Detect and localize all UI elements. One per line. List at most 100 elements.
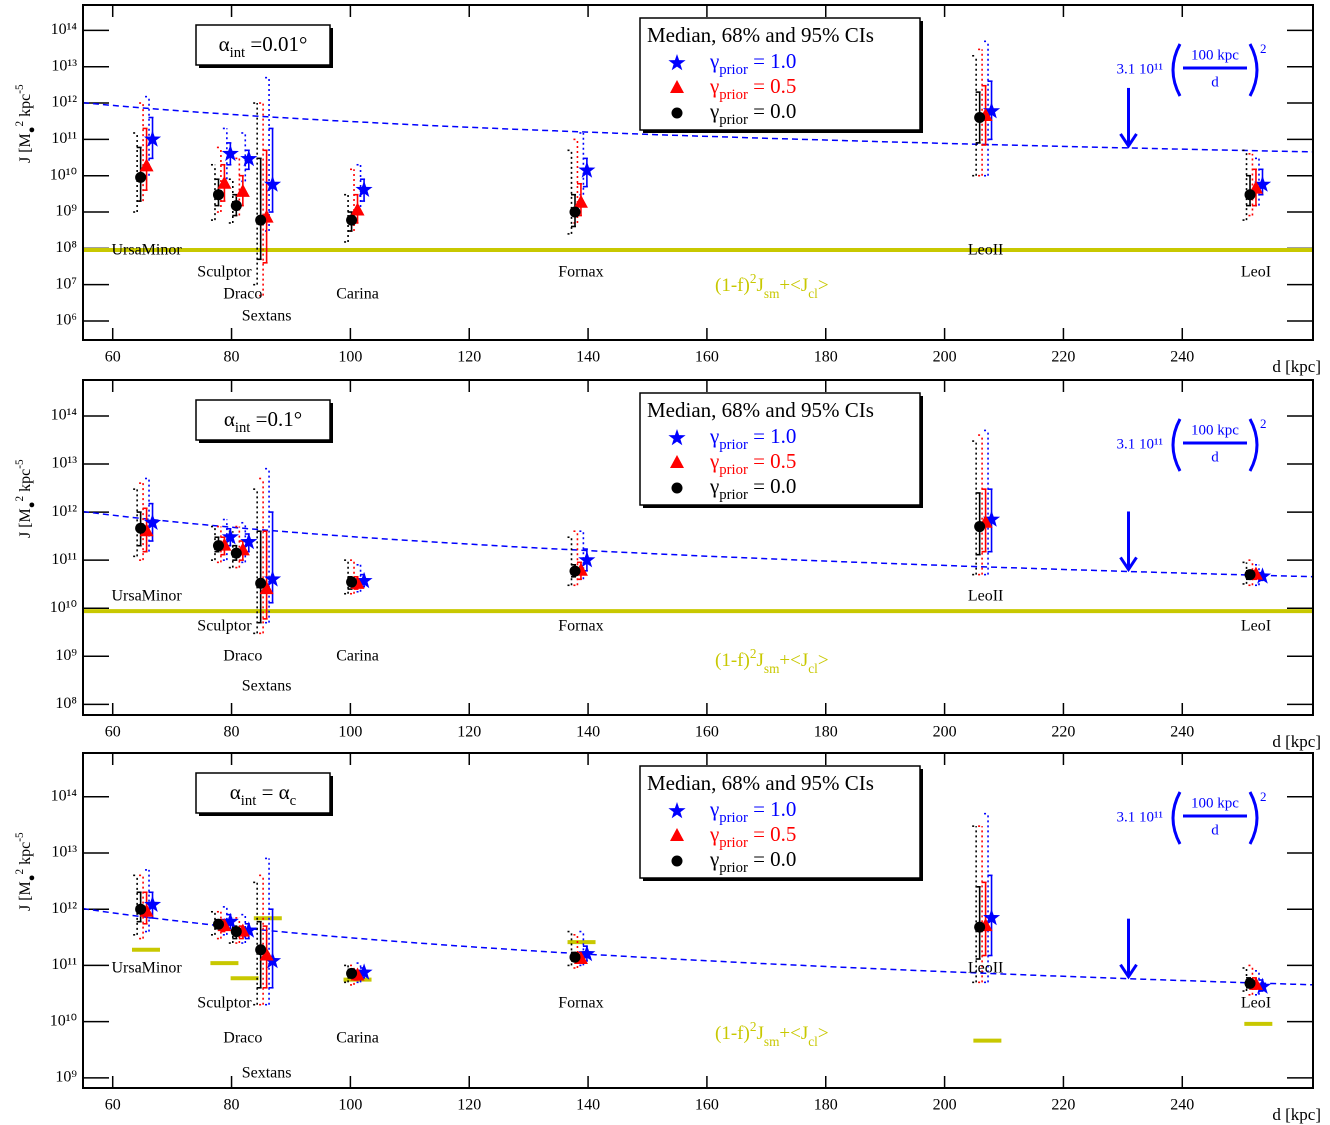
y-tick-label: 10¹⁰ bbox=[50, 166, 77, 183]
x-tick-label: 220 bbox=[1051, 1097, 1075, 1114]
arrow-head bbox=[1119, 556, 1138, 573]
text-part: +<J bbox=[779, 275, 808, 296]
galaxy-label: Draco bbox=[223, 286, 262, 303]
text-part: 2 bbox=[14, 869, 26, 875]
triangle-marker bbox=[139, 158, 154, 172]
x-tick-label: 220 bbox=[1051, 724, 1075, 741]
circle-marker bbox=[255, 577, 267, 589]
text-part: = 0.5 bbox=[748, 449, 797, 473]
text-part: kpc bbox=[17, 94, 34, 121]
galaxy-label: UrsaMinor bbox=[111, 242, 182, 259]
reference-exponent: 2 bbox=[1260, 789, 1267, 804]
text-part: γ bbox=[709, 474, 719, 498]
legend-swatch bbox=[671, 855, 683, 867]
x-tick-label: 80 bbox=[224, 724, 240, 741]
legend-swatch bbox=[670, 455, 684, 468]
star-marker bbox=[1253, 977, 1272, 994]
text-part: kpc bbox=[17, 842, 34, 869]
y-tick-label: 10⁹ bbox=[55, 647, 77, 664]
star-marker bbox=[983, 908, 1001, 926]
galaxy-label: LeoII bbox=[968, 960, 1004, 977]
galaxy-label: Fornax bbox=[558, 995, 603, 1012]
background-label: (1-f)2Jsm+<Jcl> bbox=[715, 271, 829, 301]
circle-marker bbox=[974, 112, 986, 124]
reference-coefficient: 3.1 10¹¹ bbox=[1117, 61, 1164, 77]
paren-right bbox=[1248, 791, 1259, 845]
circle-marker bbox=[1244, 977, 1256, 989]
circle-marker bbox=[1244, 189, 1256, 201]
annotation-box bbox=[195, 399, 331, 441]
star-marker bbox=[983, 102, 1001, 119]
legend-swatch bbox=[670, 828, 684, 841]
y-tick-label: 10¹³ bbox=[51, 455, 77, 472]
text-part: J [M bbox=[17, 133, 34, 163]
text-part: γ bbox=[709, 424, 719, 448]
background-label: (1-f)2Jsm+<Jcl> bbox=[715, 646, 829, 676]
circle-marker bbox=[230, 926, 242, 938]
text-part: J [M bbox=[17, 881, 34, 911]
reference-coefficient: 3.1 10¹¹ bbox=[1117, 436, 1164, 452]
galaxy-label: LeoI bbox=[1241, 618, 1271, 635]
circle-marker bbox=[346, 576, 358, 588]
star-marker bbox=[240, 532, 258, 550]
legend-entry: γprior = 0.5 bbox=[709, 449, 796, 479]
text-part: = α bbox=[256, 780, 289, 804]
text-part: (1-f) bbox=[715, 275, 750, 296]
reference-curve bbox=[82, 101, 1314, 153]
star-marker bbox=[355, 180, 373, 197]
text-part: α bbox=[219, 32, 230, 56]
x-tick-label: 60 bbox=[105, 1097, 121, 1114]
text-part: cl bbox=[808, 286, 818, 301]
annotation: αint =0.01° bbox=[219, 32, 308, 62]
legend-swatch bbox=[668, 802, 686, 819]
galaxy-label: LeoII bbox=[968, 588, 1004, 605]
star-marker bbox=[221, 144, 239, 162]
galaxy-label: Sculptor bbox=[197, 264, 252, 281]
paren-right bbox=[1248, 418, 1259, 472]
text-part: 2 bbox=[14, 121, 26, 127]
circle-marker bbox=[212, 540, 224, 552]
circle-marker bbox=[569, 951, 581, 963]
paren-left bbox=[1171, 791, 1182, 845]
galaxy-label: Sextans bbox=[242, 308, 292, 325]
star-marker bbox=[355, 963, 373, 980]
x-tick-label: 180 bbox=[814, 1097, 838, 1114]
x-tick-label: 80 bbox=[224, 1097, 240, 1114]
y-tick-label: 10⁸ bbox=[55, 239, 77, 256]
arrow-head bbox=[1119, 133, 1138, 149]
text-part: prior bbox=[719, 437, 748, 453]
text-part: γ bbox=[709, 797, 719, 821]
legend-title: Median, 68% and 95% CIs bbox=[647, 771, 874, 795]
circle-marker bbox=[974, 521, 986, 533]
text-part: ● bbox=[26, 874, 38, 881]
text-part: -5 bbox=[14, 459, 26, 469]
y-tick-label: 10⁷ bbox=[55, 275, 77, 292]
galaxy-label: Fornax bbox=[558, 264, 603, 281]
star-marker bbox=[144, 895, 162, 912]
circle-marker bbox=[135, 903, 147, 915]
text-part: ● bbox=[26, 501, 38, 508]
x-tick-label: 160 bbox=[695, 724, 719, 741]
y-tick-label: 10¹² bbox=[51, 94, 77, 111]
text-part: γ bbox=[709, 847, 719, 871]
text-part: =0.1° bbox=[250, 407, 302, 431]
y-axis-label: J [M●2 kpc-5 bbox=[14, 459, 38, 538]
legend-swatch bbox=[670, 80, 684, 93]
text-part: > bbox=[818, 275, 829, 296]
triangle-marker bbox=[235, 183, 250, 197]
plot-frame bbox=[82, 752, 1314, 1089]
galaxy-label: Fornax bbox=[558, 618, 603, 635]
text-part: = 1.0 bbox=[748, 49, 797, 73]
text-part: -5 bbox=[14, 84, 26, 94]
galaxy-label: Carina bbox=[336, 1030, 379, 1047]
legend-box bbox=[639, 392, 921, 506]
galaxy-label: Sculptor bbox=[197, 618, 252, 635]
y-tick-label: 10⁶ bbox=[55, 312, 77, 329]
legend-title: Median, 68% and 95% CIs bbox=[647, 398, 874, 422]
triangle-marker bbox=[259, 581, 274, 595]
galaxy-label: LeoI bbox=[1241, 264, 1271, 281]
text-part: 2 bbox=[750, 646, 757, 661]
circle-marker bbox=[135, 522, 147, 534]
galaxy-label: Draco bbox=[223, 1030, 262, 1047]
